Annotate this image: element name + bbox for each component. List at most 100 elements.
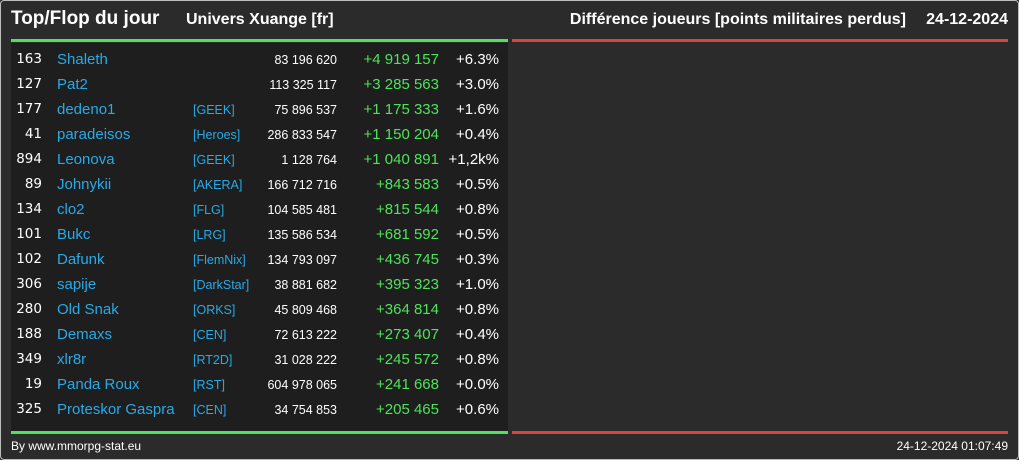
alliance-tag-link[interactable]: [Heroes] bbox=[193, 128, 241, 142]
player-points: 72 613 222 bbox=[274, 328, 337, 342]
player-rank: 134 bbox=[16, 201, 42, 217]
alliance-tag-link[interactable]: [CEN] bbox=[193, 403, 227, 417]
alliance-tag-link[interactable]: [RT2D] bbox=[193, 353, 233, 367]
points-difference: +1 150 204 bbox=[363, 126, 440, 143]
player-points: 135 586 534 bbox=[267, 228, 337, 242]
player-rank: 177 bbox=[16, 101, 42, 117]
top-bar-upper bbox=[11, 39, 508, 42]
player-name-link[interactable]: Johnykii bbox=[57, 176, 112, 193]
alliance-tag-link[interactable]: [ORKS] bbox=[193, 303, 236, 317]
points-difference: +436 745 bbox=[376, 251, 439, 268]
table-row: 349 xlr8r [RT2D] 31 028 222 +245 572 +0.8% bbox=[11, 347, 508, 372]
metric-label: Différence joueurs [points militaires pe… bbox=[569, 11, 906, 28]
player-name-link[interactable]: Old Snak bbox=[57, 301, 119, 318]
alliance-tag-link[interactable]: [AKERA] bbox=[193, 178, 243, 192]
percent-change: +1,2k% bbox=[448, 151, 499, 168]
player-rank: 894 bbox=[16, 151, 42, 167]
percent-change: +0.8% bbox=[456, 351, 499, 368]
player-points: 45 809 468 bbox=[274, 303, 337, 317]
player-rank: 127 bbox=[16, 76, 42, 92]
points-difference: +815 544 bbox=[376, 201, 439, 218]
percent-change: +0.5% bbox=[456, 226, 499, 243]
points-difference: +205 465 bbox=[376, 401, 439, 418]
alliance-tag-link[interactable]: [CEN] bbox=[193, 328, 227, 342]
points-difference: +681 592 bbox=[376, 226, 439, 243]
percent-change: +0.4% bbox=[456, 326, 499, 343]
percent-change: +0.0% bbox=[456, 376, 499, 393]
flop-bar-lower bbox=[512, 431, 1008, 434]
percent-change: +0.4% bbox=[456, 126, 499, 143]
points-difference: +1 040 891 bbox=[363, 151, 440, 168]
percent-change: +0.3% bbox=[456, 251, 499, 268]
alliance-tag-link[interactable]: [FLG] bbox=[193, 203, 225, 217]
player-name-link[interactable]: Demaxs bbox=[57, 326, 113, 343]
table-row: 41 paradeisos [Heroes] 286 833 547 +1 150 20… bbox=[11, 122, 508, 147]
flop-list bbox=[512, 43, 1008, 431]
percent-change: +6.3% bbox=[456, 51, 499, 68]
player-name-link[interactable]: Shaleth bbox=[57, 51, 108, 68]
alliance-tag-link[interactable]: [LRG] bbox=[193, 228, 226, 242]
points-difference: +241 668 bbox=[376, 376, 439, 393]
percent-change: +0.8% bbox=[456, 201, 499, 218]
player-points: 134 793 097 bbox=[267, 253, 337, 267]
page-title: Top/Flop du jour bbox=[11, 8, 160, 29]
points-difference: +843 583 bbox=[376, 176, 439, 193]
table-row: 325 Proteskor Gaspra [CEN] 34 754 853 +205 4… bbox=[11, 397, 508, 422]
percent-change: +1.0% bbox=[456, 276, 499, 293]
player-name-link[interactable]: dedeno1 bbox=[57, 101, 116, 118]
player-rank: 349 bbox=[16, 351, 42, 367]
points-difference: +395 323 bbox=[376, 276, 439, 293]
alliance-tag-link[interactable]: [DarkStar] bbox=[193, 278, 250, 292]
table-row: 894 Leonova [GEEK] 1 128 764 +1 040 891 +1,2k… bbox=[11, 147, 508, 172]
player-rank: 325 bbox=[16, 401, 42, 417]
player-rank: 188 bbox=[16, 326, 42, 342]
alliance-tag-link[interactable]: [GEEK] bbox=[193, 153, 235, 167]
player-name-link[interactable]: Dafunk bbox=[57, 251, 105, 268]
header: Top/Flop du jour Univers Xuange [fr] Dif… bbox=[11, 8, 1008, 34]
player-name-link[interactable]: sapije bbox=[57, 276, 97, 293]
player-points: 104 585 481 bbox=[267, 203, 337, 217]
player-points: 286 833 547 bbox=[267, 128, 337, 142]
player-rank: 19 bbox=[24, 376, 42, 392]
flop-bar-upper bbox=[512, 39, 1008, 42]
player-name-link[interactable]: Proteskor Gaspra bbox=[57, 401, 175, 418]
percent-change: +0.5% bbox=[456, 176, 499, 193]
alliance-tag-link[interactable]: [RST] bbox=[193, 378, 225, 392]
player-rank: 41 bbox=[24, 126, 42, 142]
table-row: 102 Dafunk [FlemNix] 134 793 097 +436 745 +0.… bbox=[11, 247, 508, 272]
table-row: 188 Demaxs [CEN] 72 613 222 +273 407 +0.4% bbox=[11, 322, 508, 347]
player-name-link[interactable]: Panda Roux bbox=[57, 376, 140, 393]
alliance-tag-link[interactable]: [GEEK] bbox=[193, 103, 235, 117]
player-name-link[interactable]: Bukc bbox=[57, 226, 91, 243]
points-difference: +364 814 bbox=[376, 301, 439, 318]
player-rank: 101 bbox=[16, 226, 42, 242]
table-row: 101 Bukc [LRG] 135 586 534 +681 592 +0.5% bbox=[11, 222, 508, 247]
player-name-link[interactable]: xlr8r bbox=[57, 351, 87, 368]
player-points: 604 978 065 bbox=[267, 378, 337, 392]
table-row: 127 Pat2 113 325 117 +3 285 563 +3.0% bbox=[11, 72, 508, 97]
player-name-link[interactable]: Leonova bbox=[57, 151, 115, 168]
player-name-link[interactable]: Pat2 bbox=[57, 76, 88, 93]
player-points: 31 028 222 bbox=[274, 353, 337, 367]
points-difference: +4 919 157 bbox=[363, 51, 440, 68]
percent-change: +1.6% bbox=[456, 101, 499, 118]
table-row: 306 sapije [DarkStar] 38 881 682 +395 323 +1.… bbox=[11, 272, 508, 297]
player-name-link[interactable]: clo2 bbox=[57, 201, 85, 218]
player-rank: 163 bbox=[16, 51, 42, 67]
points-difference: +245 572 bbox=[376, 351, 439, 368]
percent-change: +0.6% bbox=[456, 401, 499, 418]
table-row: 19 Panda Roux [RST] 604 978 065 +241 668 +0.0… bbox=[11, 372, 508, 397]
table-row: 177 dedeno1 [GEEK] 75 896 537 +1 175 333 +1.6… bbox=[11, 97, 508, 122]
player-points: 166 712 716 bbox=[267, 178, 337, 192]
player-rank: 306 bbox=[16, 276, 42, 292]
player-points: 38 881 682 bbox=[274, 278, 337, 292]
player-rank: 102 bbox=[16, 251, 42, 267]
points-difference: +273 407 bbox=[376, 326, 439, 343]
table-row: 134 clo2 [FLG] 104 585 481 +815 544 +0.8% bbox=[11, 197, 508, 222]
table-row: 280 Old Snak [ORKS] 45 809 468 +364 814 +0.8% bbox=[11, 297, 508, 322]
alliance-tag-link[interactable]: [FlemNix] bbox=[193, 253, 246, 267]
percent-change: +3.0% bbox=[456, 76, 499, 93]
universe-label: Univers Xuange [fr] bbox=[186, 11, 334, 28]
player-name-link[interactable]: paradeisos bbox=[57, 126, 131, 143]
player-points: 113 325 117 bbox=[269, 78, 337, 92]
